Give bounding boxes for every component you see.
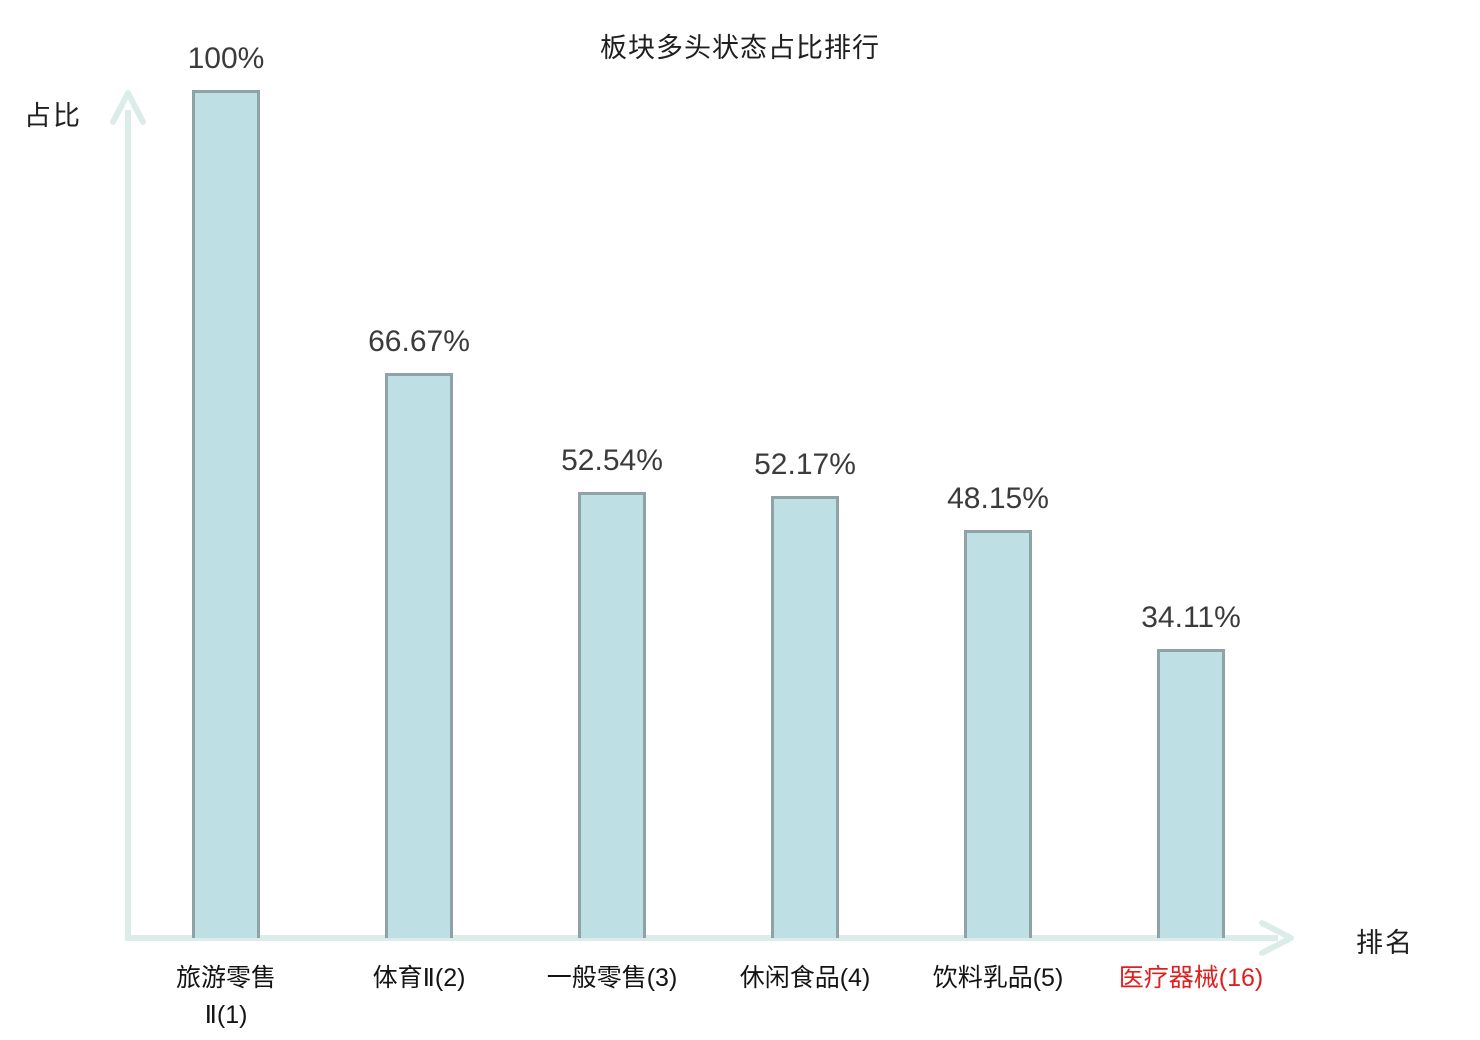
bar bbox=[192, 90, 260, 938]
bar-value-label: 100% bbox=[187, 42, 265, 75]
category-label: 体育Ⅱ(2) bbox=[372, 964, 466, 992]
category-label: 一般零售(3) bbox=[546, 964, 678, 992]
y-axis-arrow-icon bbox=[110, 90, 146, 125]
category-label: 饮料乳品(5) bbox=[932, 964, 1064, 992]
chart-title: 板块多头状态占比排行 bbox=[600, 33, 880, 63]
bar-value-label: 52.17% bbox=[754, 448, 856, 481]
bar-value-label: 52.54% bbox=[561, 444, 663, 477]
x-axis-label: 排名 bbox=[1356, 928, 1414, 958]
category-label: 休闲食品(4) bbox=[739, 964, 871, 992]
category-label: 旅游零售 Ⅱ(1) bbox=[175, 964, 276, 1029]
bar-value-label: 66.67% bbox=[368, 325, 470, 358]
bar bbox=[1157, 649, 1225, 938]
category-label: 医疗器械(16) bbox=[1118, 964, 1264, 992]
x-axis-arrow-icon bbox=[1259, 920, 1294, 956]
bar bbox=[385, 373, 453, 938]
bar bbox=[771, 496, 839, 938]
bar-value-label: 34.11% bbox=[1141, 601, 1241, 634]
y-axis-label: 占比 bbox=[24, 101, 82, 131]
bar bbox=[964, 530, 1032, 938]
bar-value-label: 48.15% bbox=[947, 482, 1049, 515]
bar bbox=[578, 492, 646, 938]
